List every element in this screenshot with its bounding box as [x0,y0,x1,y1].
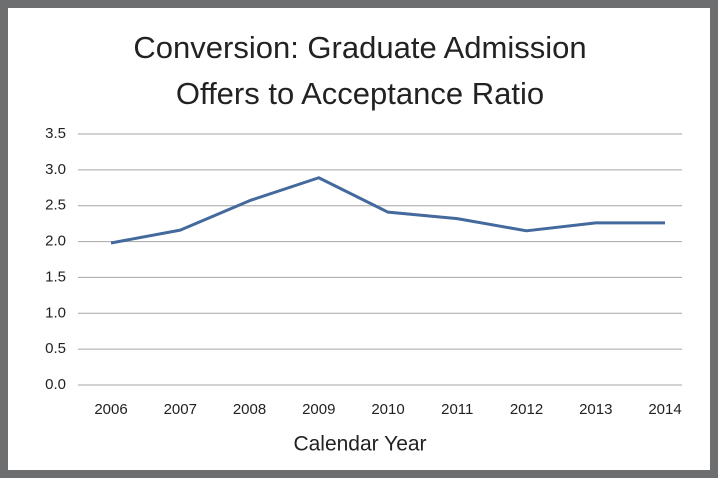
x-tick-label: 2010 [371,401,404,418]
y-tick-label: 0.5 [45,340,66,357]
x-tick-label: 2009 [302,401,335,418]
x-tick-label: 2013 [579,401,612,418]
line [110,176,665,245]
y-tick-label: 2.5 [45,197,66,214]
y-tick-label: 1.5 [45,268,66,285]
y-tick-label: 2.0 [45,233,66,250]
y-tick-label: 1.0 [45,304,66,321]
x-tick-label: 2014 [648,401,681,418]
y-tick-label: 0.0 [45,376,66,393]
x-tick-label: 2011 [441,401,473,418]
x-tick-label: 2008 [233,401,266,418]
x-tick-label: 2007 [164,401,197,418]
x-axis-label: Calendar Year [293,433,426,456]
y-tick-label: 3.5 [45,125,66,142]
chart-title: Conversion: Graduate Admission [133,30,586,65]
x-tick-label: 2012 [510,401,543,418]
x-tick-label: 2006 [94,401,127,418]
y-tick-label: 3.0 [45,161,66,178]
chart-title: Offers to Acceptance Ratio [176,76,544,111]
